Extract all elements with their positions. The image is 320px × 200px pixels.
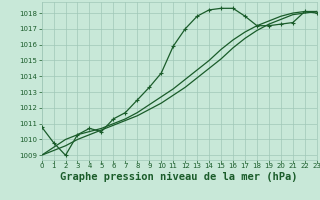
X-axis label: Graphe pression niveau de la mer (hPa): Graphe pression niveau de la mer (hPa) — [60, 172, 298, 182]
